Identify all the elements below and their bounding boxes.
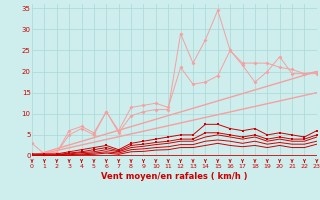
X-axis label: Vent moyen/en rafales ( km/h ): Vent moyen/en rafales ( km/h ) bbox=[101, 172, 248, 181]
